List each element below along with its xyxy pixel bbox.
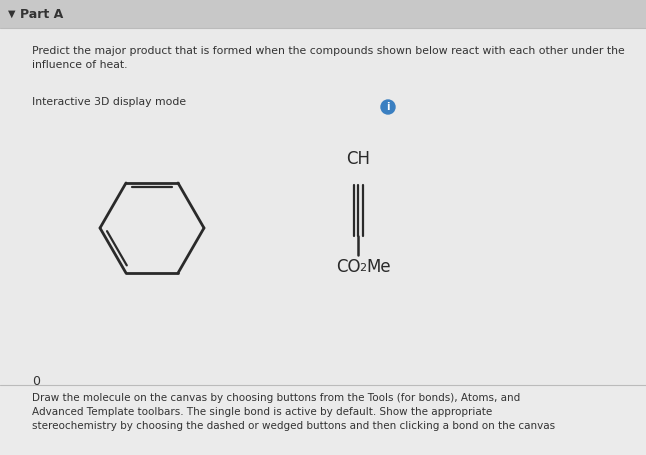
Text: 0: 0 [32, 375, 40, 388]
Text: influence of heat.: influence of heat. [32, 60, 127, 70]
Text: Interactive 3D display mode: Interactive 3D display mode [32, 97, 186, 107]
Text: Draw the molecule on the canvas by choosing buttons from the Tools (for bonds), : Draw the molecule on the canvas by choos… [32, 393, 520, 403]
FancyBboxPatch shape [0, 0, 646, 28]
FancyBboxPatch shape [0, 28, 646, 385]
Text: ▼: ▼ [8, 9, 16, 19]
Circle shape [381, 100, 395, 114]
Text: Me: Me [366, 258, 391, 276]
Text: CH: CH [346, 150, 370, 168]
Text: 2: 2 [359, 263, 366, 273]
Text: i: i [386, 102, 390, 112]
Text: stereochemistry by choosing the dashed or wedged buttons and then clicking a bon: stereochemistry by choosing the dashed o… [32, 421, 555, 431]
Text: Advanced Template toolbars. The single bond is active by default. Show the appro: Advanced Template toolbars. The single b… [32, 407, 492, 417]
Text: CO: CO [336, 258, 360, 276]
Text: Part A: Part A [20, 7, 63, 20]
Text: Predict the major product that is formed when the compounds shown below react wi: Predict the major product that is formed… [32, 46, 625, 56]
